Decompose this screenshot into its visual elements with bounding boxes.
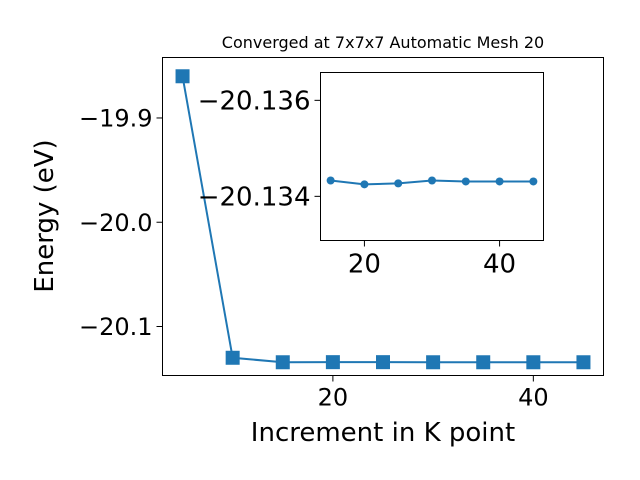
main-data-point [325,355,340,370]
inset-y-tick-label: −20.136 [198,87,311,117]
main-data-point [275,355,290,370]
inset-series [326,176,538,189]
inset-x-tick-label: 40 [483,250,516,280]
main-y-tick-label: −19.9 [79,105,153,133]
chart-title: Converged at 7x7x7 Automatic Mesh 20 [222,33,544,52]
inset-plot-frame [320,72,544,241]
main-data-point [376,355,390,370]
x-axis-label: Increment in K point [251,418,515,448]
inset-x-tick-label: 20 [348,250,381,280]
main-y-ticks: −20.1 −20.0 −19.9 [79,105,163,341]
main-data-point [175,69,190,84]
main-y-tick-label: −20.0 [79,209,153,237]
y-axis-label: Energy (eV) [30,139,60,292]
inset-y-tick-label: −20.134 [198,183,311,213]
inset-x-ticks: 20 40 [348,240,516,280]
main-x-ticks: 20 40 [318,375,549,412]
inset-data-point [428,176,436,185]
main-data-point [576,355,591,370]
inset-data-point [529,177,538,186]
main-plot-frame [162,57,604,376]
main-x-tick-label: 40 [518,384,549,412]
main-data-point [426,355,441,370]
main-data-point [476,355,491,370]
main-y-tick-label: −20.1 [79,313,153,341]
inset-data-point [360,180,369,189]
main-data-point [526,355,541,370]
main-series [175,69,591,370]
inset-background [320,72,544,241]
inset-data-point [495,177,504,186]
main-data-point [225,350,240,365]
inset-y-ticks: −20.136 −20.134 [198,87,321,213]
inset-data-point [461,177,470,186]
inset-data-point [394,179,403,188]
main-x-tick-label: 20 [318,384,349,412]
inset-data-point [326,176,335,185]
